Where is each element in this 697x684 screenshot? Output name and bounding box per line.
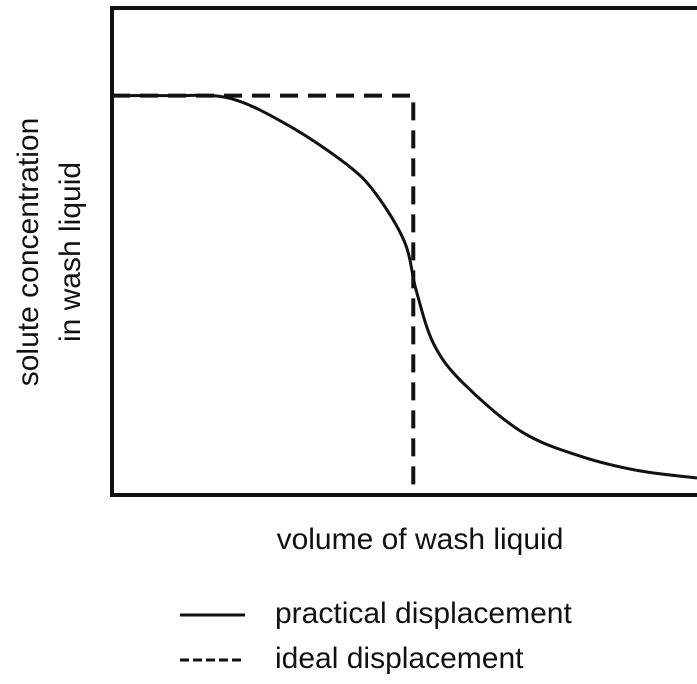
plot-frame [110,6,697,497]
x-axis-label: volume of wash liquid [277,523,564,556]
y-axis-label: in wash liquid [54,162,87,342]
y-axis-label: solute concentration [12,118,45,387]
series-line [111,93,697,480]
series-line [112,93,416,495]
legend-label: ideal displacement [275,642,524,675]
legend-label: practical displacement [275,597,572,630]
